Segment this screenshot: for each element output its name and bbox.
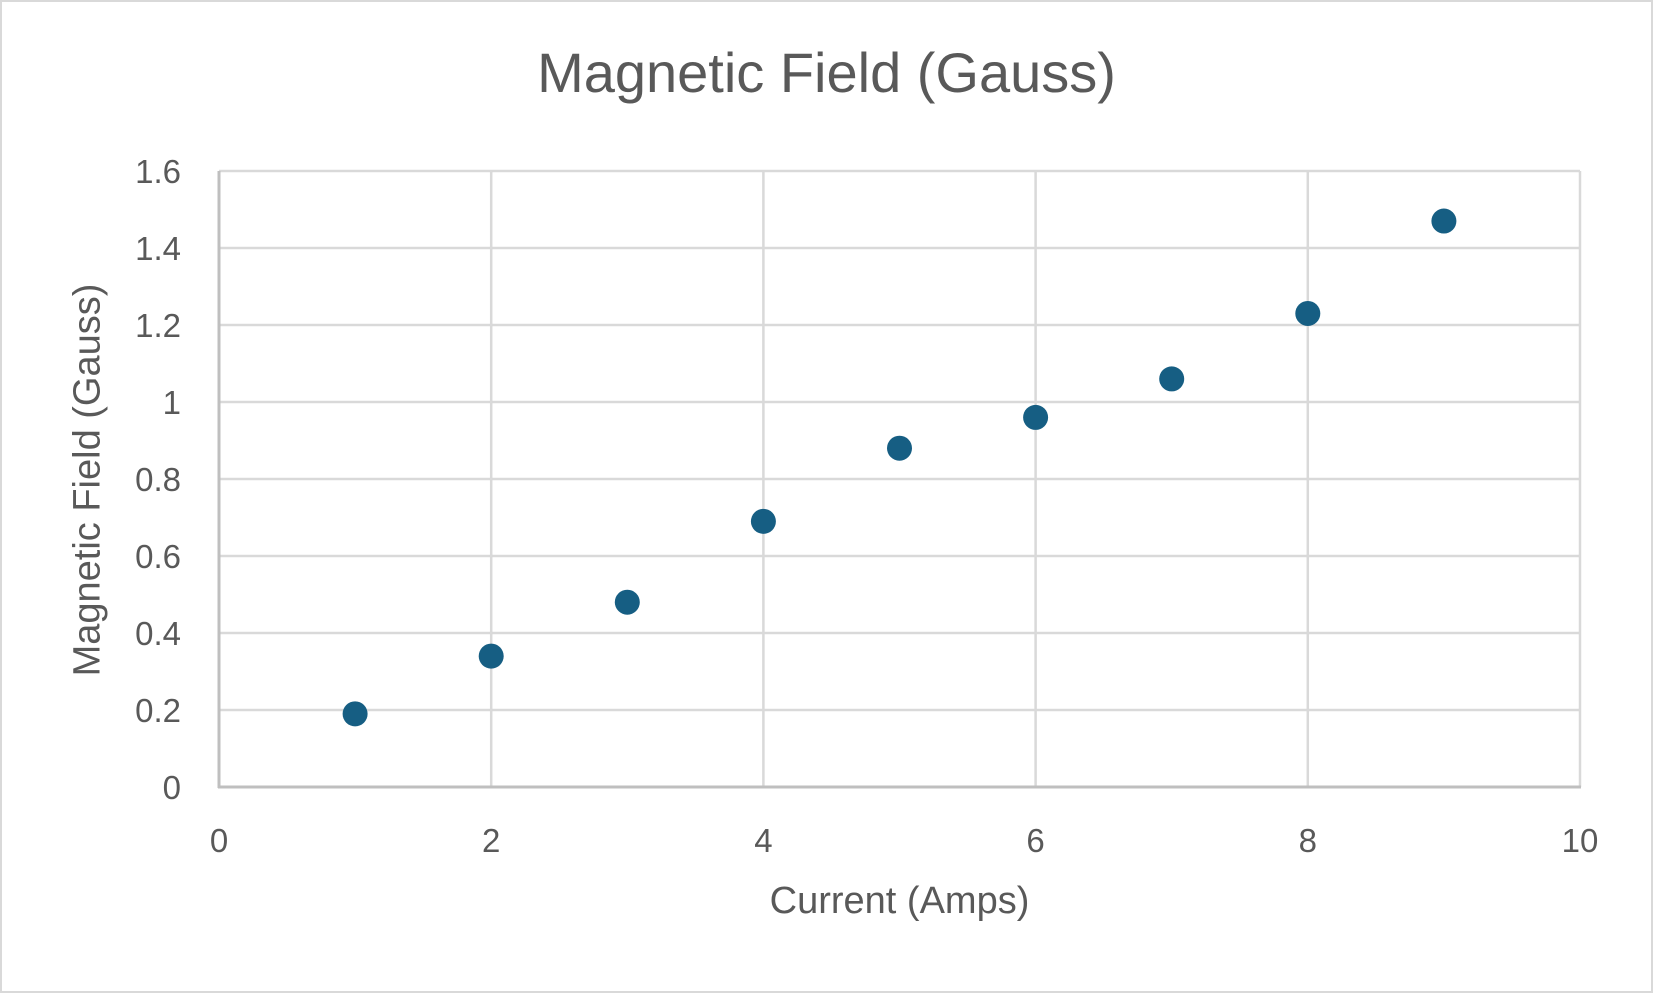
x-tick-label: 2 — [482, 822, 500, 859]
y-tick-label: 0.6 — [135, 538, 181, 575]
data-point — [1023, 404, 1049, 430]
data-point — [887, 435, 912, 461]
data-point — [478, 643, 504, 669]
x-axis-label: Current (Amps) — [769, 880, 1030, 922]
data-point — [750, 508, 776, 534]
x-tick-label: 0 — [210, 822, 228, 859]
y-axis-ticks: 0 0.2 0.4 0.6 0.8 1 1.2 1.4 1.6 — [135, 153, 181, 806]
data-point — [342, 701, 368, 727]
y-tick-label: 0.8 — [135, 461, 181, 498]
data-point — [1431, 208, 1457, 234]
y-tick-label: 1.4 — [135, 230, 181, 267]
x-tick-label: 10 — [1562, 822, 1599, 859]
gridlines — [219, 169, 1582, 787]
chart-title: Magnetic Field (Gauss) — [537, 41, 1116, 104]
y-tick-label: 1.2 — [135, 307, 181, 344]
y-tick-label: 1.6 — [135, 153, 181, 190]
data-point — [1159, 366, 1185, 392]
x-tick-label: 8 — [1299, 822, 1317, 859]
y-tick-label: 0.2 — [135, 692, 181, 729]
y-tick-label: 0.4 — [135, 615, 181, 652]
data-point — [614, 589, 640, 615]
y-tick-label: 1 — [163, 384, 181, 421]
data-point — [1295, 300, 1321, 326]
x-tick-label: 6 — [1026, 822, 1044, 859]
data-series — [342, 208, 1457, 727]
x-axis-ticks: 0 2 4 6 8 10 — [210, 822, 1599, 859]
axes — [217, 171, 1581, 789]
x-tick-label: 4 — [754, 822, 772, 859]
y-tick-label: 0 — [163, 769, 181, 806]
